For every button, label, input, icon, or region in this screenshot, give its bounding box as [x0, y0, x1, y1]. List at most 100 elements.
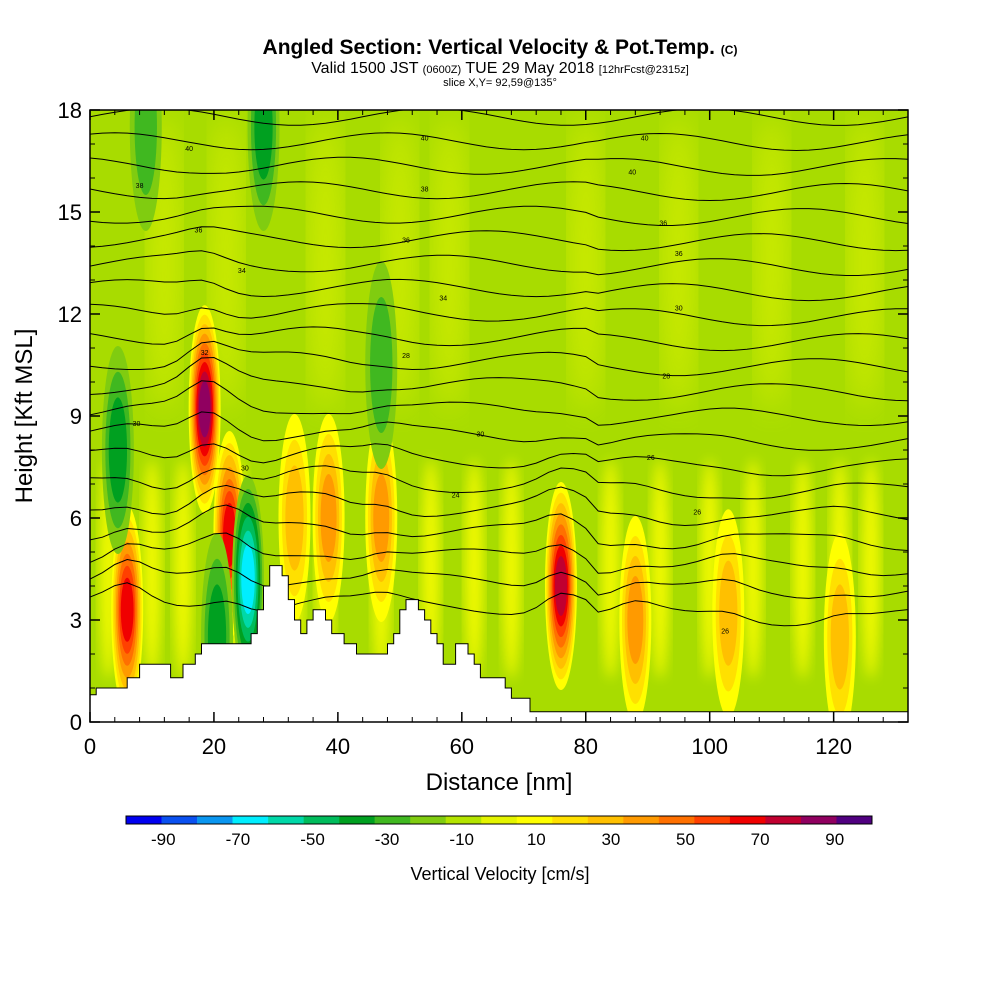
colorbar-swatch — [800, 816, 837, 824]
contour-label: 24 — [452, 493, 460, 500]
isentrope-line — [90, 504, 908, 551]
isentrope-line — [90, 465, 908, 500]
plot-area: 40 40 40 38 38 40 36 36 36 34 36 34 30 32 28 28 30 30 26 30… — [90, 110, 908, 722]
contour-label: 38 — [136, 183, 144, 190]
potential-temperature-contours — [90, 110, 908, 627]
contour-label: 30 — [477, 431, 485, 438]
updraft-core — [719, 560, 738, 666]
contour-label: 38 — [421, 187, 429, 194]
weak-updraft-band — [465, 459, 484, 679]
colorbar-tick-label: -70 — [226, 830, 251, 849]
downdraft-core — [370, 297, 393, 433]
isentrope-line — [90, 532, 908, 577]
x-tick-label: 120 — [815, 734, 852, 759]
y-tick-label: 6 — [70, 506, 82, 531]
terrain — [90, 565, 908, 722]
y-axis-label: Height [Kft MSL] — [11, 329, 38, 504]
colorbar-tick-label: 10 — [527, 830, 546, 849]
x-tick-label: 40 — [326, 734, 350, 759]
isentrope-line — [90, 250, 908, 276]
colorbar-swatch — [552, 816, 589, 824]
isentrope-line — [90, 582, 908, 627]
contour-label: 40 — [641, 136, 649, 143]
colorbar-swatch — [126, 816, 162, 824]
contour-labels: 40 40 40 38 38 40 36 36 36 34 36 34 30 32 28 28 30 30 26 30… — [133, 136, 730, 636]
isentrope-line — [90, 205, 908, 226]
contour-label: 40 — [185, 146, 193, 153]
weak-updraft-band — [142, 459, 161, 679]
isentrope-line — [90, 380, 908, 427]
colorbar-swatch — [339, 816, 375, 824]
colorbar-swatch — [729, 816, 766, 824]
isentrope-line — [90, 356, 908, 402]
colorbar-tick-label: -30 — [375, 830, 400, 849]
colorbar-swatch — [232, 816, 269, 824]
colorbar-tick-label: 90 — [825, 830, 844, 849]
contour-label: 26 — [647, 455, 655, 462]
x-tick-label: 80 — [574, 734, 598, 759]
y-tick-label: 12 — [58, 302, 82, 327]
colorbar-swatch — [623, 816, 660, 824]
colorbar-swatch — [268, 816, 304, 824]
contour-label: 34 — [238, 268, 246, 275]
contour-label: 40 — [421, 136, 429, 143]
contour-label: 30 — [133, 421, 141, 428]
colorbar-tick-label: -50 — [300, 830, 325, 849]
y-tick-label: 3 — [70, 608, 82, 633]
downdraft-core — [134, 110, 157, 195]
colorbar-frame — [125, 815, 873, 825]
isentrope-line — [90, 132, 908, 152]
isentrope-line — [90, 181, 908, 202]
isentrope-line — [90, 484, 908, 527]
weak-updraft-band — [651, 459, 670, 679]
colorbar-tick-label: -10 — [449, 830, 474, 849]
subtitle-forecast: [12hrFcst@2315z] — [598, 64, 689, 76]
downdraft-core — [108, 397, 128, 503]
y-tick-label: 18 — [58, 98, 82, 123]
x-tick-label: 100 — [691, 734, 728, 759]
isentrope-line — [90, 340, 908, 377]
chart-slice-info: slice X,Y= 92,59@135° — [443, 77, 557, 89]
y-tick-label: 0 — [70, 710, 82, 735]
contour-label: 36 — [402, 238, 410, 245]
updraft-core — [198, 380, 211, 438]
updraft-core — [285, 465, 304, 571]
chart-title: Angled Section: Vertical Velocity & Pot.… — [0, 36, 1000, 60]
downdraft-core — [254, 110, 273, 180]
contour-label: 36 — [659, 221, 667, 228]
x-tick-label: 60 — [450, 734, 474, 759]
upper-weak-band — [435, 113, 464, 413]
contour-label: 30 — [241, 465, 249, 472]
colorbar-tick-label: -90 — [151, 830, 176, 849]
upper-weak-band — [311, 113, 340, 413]
colorbar-swatch — [410, 816, 447, 824]
colorbar-swatch — [516, 816, 553, 824]
colorbar-swatch — [481, 816, 518, 824]
colorbar-tick-label: 30 — [601, 830, 620, 849]
colorbar-swatch — [587, 816, 624, 824]
colorbar-swatch — [694, 816, 731, 824]
colorbar-label: Vertical Velocity [cm/s] — [410, 864, 589, 884]
colorbar-swatch — [161, 816, 198, 824]
isentrope-line — [90, 558, 908, 599]
colorbar-swatch — [303, 816, 340, 824]
contour-label: 36 — [195, 227, 203, 234]
contour-label: 26 — [721, 629, 729, 636]
updraft-core — [554, 556, 568, 616]
colorbar-swatch — [374, 816, 411, 824]
weak-updraft-band — [502, 459, 521, 679]
colorbar-swatch — [445, 816, 482, 824]
subtitle-zulu: (0600Z) — [422, 64, 462, 76]
colorbar: -90 -70 -50 -30 -10 10 30 50 70 90 — [125, 815, 873, 849]
isentrope-line — [90, 443, 908, 477]
isentrope-line — [90, 303, 908, 327]
isentrope-line — [90, 110, 908, 126]
contour-label: 34 — [439, 295, 447, 302]
contour-label: 36 — [675, 251, 683, 258]
chart-title-text: Angled Section: Vertical Velocity & Pot.… — [262, 36, 715, 59]
upper-weak-band — [850, 113, 879, 413]
updraft-core — [320, 474, 337, 562]
contour-label: 30 — [675, 306, 683, 313]
contour-label: 32 — [201, 350, 209, 357]
